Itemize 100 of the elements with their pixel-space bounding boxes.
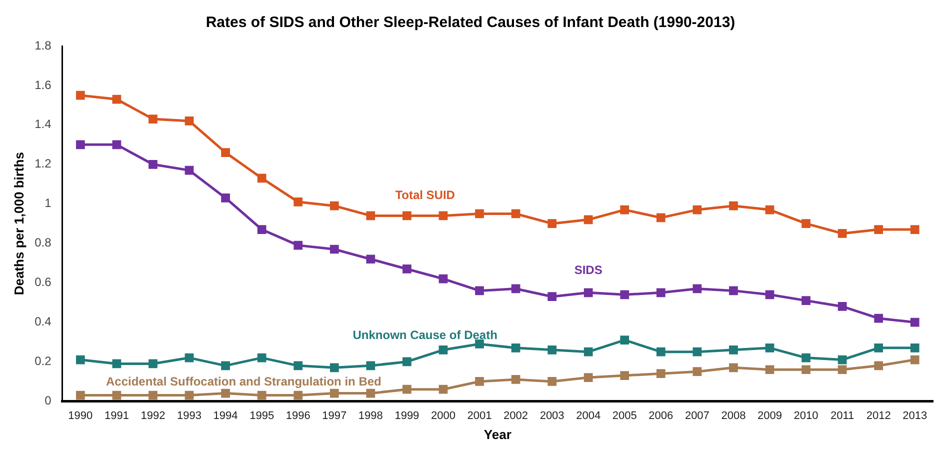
y-tick-label: 1.6 (34, 78, 52, 92)
point (76, 140, 85, 150)
point (257, 353, 266, 362)
point (148, 390, 158, 400)
point (184, 353, 194, 362)
y-tick-label: 0.2 (34, 354, 52, 368)
point (184, 116, 194, 126)
point (112, 140, 122, 150)
point (729, 345, 738, 354)
point (802, 365, 810, 374)
point (729, 363, 738, 372)
point (438, 211, 448, 220)
point (838, 355, 847, 364)
point (874, 343, 884, 352)
point (184, 390, 194, 400)
y-tick-label: 0.8 (34, 236, 52, 250)
point (692, 205, 702, 214)
x-tick-label: 2006 (648, 410, 674, 422)
point (729, 201, 738, 210)
point (692, 347, 702, 356)
x-tick-label: 2007 (684, 410, 710, 422)
point (511, 343, 520, 352)
x-tick-label: 1990 (68, 410, 93, 422)
point (802, 353, 810, 362)
x-tick-label: 1992 (140, 410, 166, 422)
x-axis-title: Year (484, 426, 512, 442)
x-tick-label: 1995 (250, 410, 274, 422)
point (294, 197, 303, 206)
x-tick-label: 2003 (540, 410, 564, 422)
point (475, 286, 484, 296)
point (148, 160, 158, 169)
point (802, 219, 810, 228)
point (692, 367, 702, 376)
point (402, 384, 412, 394)
point (402, 264, 412, 274)
point (475, 377, 484, 386)
point (221, 148, 230, 157)
point (366, 388, 376, 398)
point (548, 219, 556, 228)
point (366, 361, 376, 370)
point (511, 284, 520, 294)
point (874, 314, 884, 323)
point (548, 377, 556, 386)
x-tick-label: 2010 (794, 410, 818, 422)
x-tick-label: 2008 (721, 410, 746, 422)
point (802, 296, 810, 305)
y-axis-title: Deaths per 1,000 births (11, 152, 26, 296)
chart-title: Rates of SIDS and Other Sleep-Related Causes of Infant Death (1990-2013) (206, 14, 736, 32)
point (112, 390, 122, 400)
x-tick-label: 2000 (430, 410, 456, 422)
point (221, 361, 230, 370)
point (257, 174, 266, 183)
x-tick-label: 1997 (322, 410, 347, 422)
point (112, 94, 122, 104)
series-label: Accidental Suffocation and Strangulation in Bed (106, 374, 382, 389)
point (330, 244, 339, 254)
point (874, 225, 884, 234)
point (838, 365, 847, 374)
point (148, 114, 158, 124)
point (765, 343, 774, 352)
point (76, 90, 85, 100)
y-tick-label: 1.8 (34, 38, 52, 52)
point (402, 211, 412, 220)
point (656, 347, 666, 356)
point (475, 209, 484, 218)
y-tick-label: 0.4 (34, 314, 52, 329)
x-tick-label: 2002 (504, 410, 528, 422)
point (838, 229, 847, 238)
point (221, 194, 230, 202)
point (910, 355, 920, 364)
point (620, 371, 630, 380)
x-tick-label: 1994 (213, 410, 238, 422)
point (584, 347, 593, 356)
point (438, 345, 448, 354)
point (765, 290, 774, 300)
y-tick-label: 1.2 (34, 156, 52, 171)
point (838, 302, 847, 311)
point (584, 373, 593, 382)
point (366, 254, 376, 264)
series-label: Total SUID (395, 188, 456, 202)
point (294, 361, 303, 370)
point (112, 359, 122, 368)
point (330, 201, 339, 210)
x-tick-label: 2004 (576, 410, 601, 422)
point (620, 336, 630, 344)
x-tick-label: 1999 (394, 410, 420, 422)
point (330, 388, 339, 398)
point (910, 225, 920, 234)
x-tick-label: 1991 (104, 410, 129, 422)
point (584, 215, 593, 224)
x-tick-label: 2013 (902, 410, 928, 422)
point (765, 205, 774, 214)
point (330, 363, 339, 372)
y-tick-label: 1.4 (34, 117, 52, 132)
x-tick-label: 2011 (830, 410, 854, 422)
x-tick-label: 1996 (286, 410, 310, 422)
point (656, 213, 666, 222)
point (656, 288, 666, 298)
point (548, 345, 556, 354)
x-tick-label: 2012 (866, 410, 891, 422)
